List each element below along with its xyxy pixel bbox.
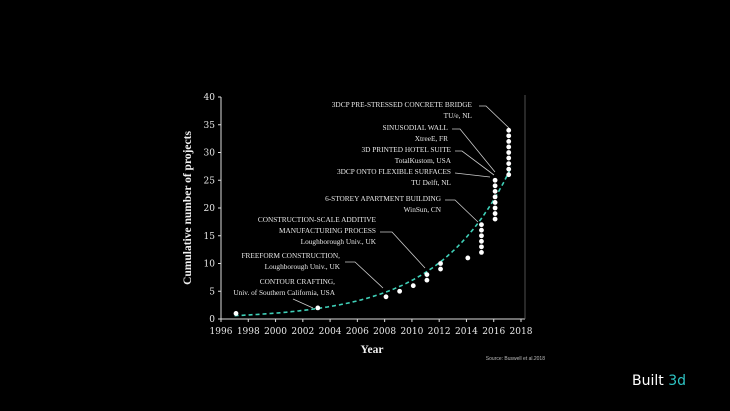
y-tick-label: 10 [204,260,216,270]
y-axis-title: Cumulative number of projects [182,131,194,285]
annotation-text: XtreeE, FR [415,134,448,143]
y-tick-label: 0 [209,315,215,325]
annotation-leader-line [345,261,384,289]
x-tick-label: 2018 [510,327,533,337]
annotation-text: CONSTRUCTION-SCALE ADDITIVE [258,215,377,224]
x-tick-label: 2008 [373,327,396,337]
data-point [506,127,512,133]
trend-line-group [234,166,513,317]
axes: 1996 1998 2000 2002 2004 2006 2008 2010 2012 2014… [204,93,533,337]
data-point [506,166,512,172]
data-point [506,144,512,150]
x-tick-label: 2000 [264,327,287,337]
annotation-leader-line [455,150,495,176]
source-note: Source: Buswell et al.2018 [486,356,545,362]
annotation-text: 3D PRINTED HOTEL SUITE [361,145,451,154]
data-point [506,161,512,167]
data-point [424,277,430,283]
annotation-leader-line [479,105,510,129]
annotation-text: 3DCP PRE-STRESSED CONCRETE BRIDGE [332,100,473,109]
trend-line [234,166,513,317]
x-tick-label: 1996 [210,327,233,337]
data-point [492,183,498,189]
y-tick-label: 5 [209,287,215,297]
brand-accent: 3d [668,373,686,389]
x-tick-label: 1998 [237,327,260,337]
data-point [506,172,512,178]
data-point [424,272,430,277]
x-tick-label: 2012 [428,327,451,337]
data-point [479,233,484,239]
annotation-text: WinSun, CN [404,205,442,214]
annotation-leader-line [454,172,491,178]
data-point [479,227,484,233]
x-axis-title: Year [361,344,384,356]
annotation-text: MANUFACTURING PROCESS [279,226,376,235]
annotation-text: FREEFORM CONSTRUCTION, [241,251,340,260]
data-point [397,288,403,294]
data-point [410,283,416,289]
annotation-text: Loughborough Univ., UK [301,237,377,246]
data-point [479,222,484,228]
brand-name: Built [632,373,664,389]
data-point [492,177,498,183]
annotation-text: TU Delft, NL [411,178,451,187]
data-point [506,150,512,155]
data-point [479,250,484,255]
data-point [315,305,321,311]
annotation-leader-line [292,298,314,309]
data-point [492,211,498,216]
data-point [506,133,512,139]
annotation-leader-line [445,199,479,223]
annotation-text: Loughborough Univ., UK [265,262,341,271]
data-point [492,200,498,205]
data-points [233,127,512,316]
data-point [438,266,443,272]
annotation-text: TU/e, NL [444,111,473,120]
x-tick-label: 2010 [400,327,423,337]
data-point [506,155,512,161]
annotation-leader-line [380,231,426,269]
y-tick-label: 40 [204,93,216,103]
data-point [506,139,512,144]
x-tick-label: 2006 [346,327,369,337]
data-point [479,238,484,244]
data-point [465,255,471,261]
y-tick-label: 20 [204,204,216,214]
x-tick-label: 2004 [319,327,342,337]
x-tick-label: 2002 [291,327,314,337]
data-point [492,216,498,222]
y-tick-label: 30 [204,149,216,159]
y-tick-label: 35 [204,121,216,131]
annotations: 3DCP PRE-STRESSED CONCRETE BRIDGE TU/e, N… [233,100,510,309]
x-tick-label: 2014 [455,327,478,337]
annotation-text: TotalKustom, USA [395,156,452,165]
x-tick-label: 2016 [482,327,505,337]
data-point [383,294,389,300]
annotation-text: SINUSODIAL WALL [383,123,449,132]
data-point [438,261,443,266]
brand-logo: Built 3d [632,373,686,389]
data-point [492,205,498,211]
annotation-text: 3DCP ONTO FLEXIBLE SURFACES [337,167,451,176]
annotation-leader-line [452,128,496,173]
data-point [479,244,484,250]
data-point [492,194,498,200]
annotation-text: Univ. of Southern California, USA [233,288,335,297]
y-tick-label: 25 [204,176,216,186]
y-tick-label: 15 [204,232,216,242]
annotation-text: 6-STOREY APARTMENT BUILDING [325,194,442,203]
annotation-text: CONTOUR CRAFTING, [260,277,335,286]
data-point [233,311,239,316]
data-point [492,188,498,194]
